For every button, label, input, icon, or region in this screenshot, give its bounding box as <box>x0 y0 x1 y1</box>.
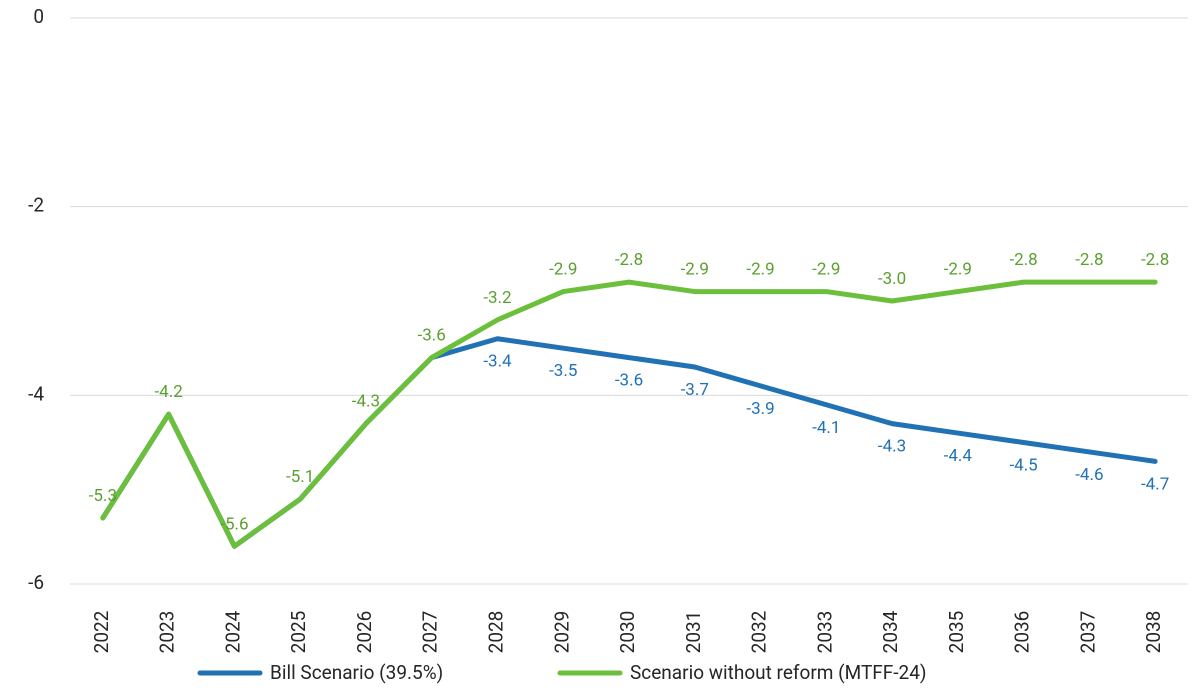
x-tick-label: 2025 <box>287 611 310 654</box>
data-label-noreform: -5.3 <box>89 486 117 506</box>
data-label-bill: -3.6 <box>615 371 643 391</box>
x-tick-label: 2038 <box>1142 611 1165 654</box>
data-label-bill: -4.1 <box>812 418 840 438</box>
x-tick-label: 2036 <box>1011 611 1034 654</box>
x-tick-label: 2034 <box>879 610 902 653</box>
data-label-noreform: -2.9 <box>746 260 774 280</box>
data-label-bill: -3.5 <box>549 361 577 381</box>
series-line-noreform <box>103 282 1155 546</box>
data-label-noreform: -2.8 <box>1141 250 1169 270</box>
data-label-bill: -4.3 <box>878 437 906 457</box>
data-label-noreform: -2.9 <box>944 260 972 280</box>
chart-svg: 0 -2 -4 -6 -3.4 -3.5 -3.6 -3.7 -3.9 -4.1 -4.3 -4.4 -… <box>0 0 1200 692</box>
data-label-noreform: -4.3 <box>352 392 380 412</box>
data-label-noreform: -2.8 <box>615 250 643 270</box>
x-tick-label: 2028 <box>484 611 507 654</box>
x-tick-label: 2035 <box>945 611 968 654</box>
data-label-noreform: -3.0 <box>878 269 906 289</box>
data-label-noreform: -3.6 <box>418 326 446 346</box>
x-tick-label: 2022 <box>90 611 113 654</box>
data-label-noreform: -2.8 <box>1075 250 1103 270</box>
data-label-noreform: -5.1 <box>286 467 314 487</box>
x-tick-label: 2030 <box>616 611 639 654</box>
legend-label-noreform: Scenario without reform (MTFF-24) <box>630 661 927 684</box>
y-tick-label: -2 <box>28 194 44 217</box>
data-label-noreform: -2.9 <box>549 260 577 280</box>
data-label-bill: -4.6 <box>1075 465 1103 485</box>
x-tick-label: 2032 <box>748 611 771 654</box>
x-tick-label: 2024 <box>221 610 244 653</box>
x-tick-label: 2033 <box>813 611 836 654</box>
x-tick-label: 2023 <box>156 611 179 654</box>
data-label-bill: -3.4 <box>483 352 512 372</box>
data-label-noreform: -2.9 <box>681 260 709 280</box>
x-tick-label: 2026 <box>353 611 376 654</box>
x-tick-label: 2027 <box>419 611 442 654</box>
y-tick-label: 0 <box>33 5 44 28</box>
data-label-noreform: -3.2 <box>483 288 511 308</box>
data-label-bill: -4.7 <box>1141 474 1169 494</box>
line-chart: 0 -2 -4 -6 -3.4 -3.5 -3.6 -3.7 -3.9 -4.1 -4.3 -4.4 -… <box>0 0 1200 692</box>
data-label-bill: -3.7 <box>681 380 709 400</box>
data-label-bill: -4.5 <box>1009 456 1037 476</box>
x-tick-label: 2029 <box>550 611 573 654</box>
x-tick-label: 2037 <box>1076 611 1099 654</box>
data-label-bill: -4.4 <box>944 446 973 466</box>
data-label-noreform: -2.9 <box>812 260 840 280</box>
legend-label-bill: Bill Scenario (39.5%) <box>270 661 443 684</box>
data-label-bill: -3.9 <box>746 399 774 419</box>
x-tick-label: 2031 <box>682 611 705 654</box>
y-tick-label: -6 <box>28 571 44 594</box>
data-label-noreform: -2.8 <box>1009 250 1037 270</box>
data-label-noreform: -5.6 <box>220 514 248 534</box>
data-label-noreform: -4.2 <box>154 382 182 402</box>
y-tick-label: -4 <box>28 382 44 405</box>
